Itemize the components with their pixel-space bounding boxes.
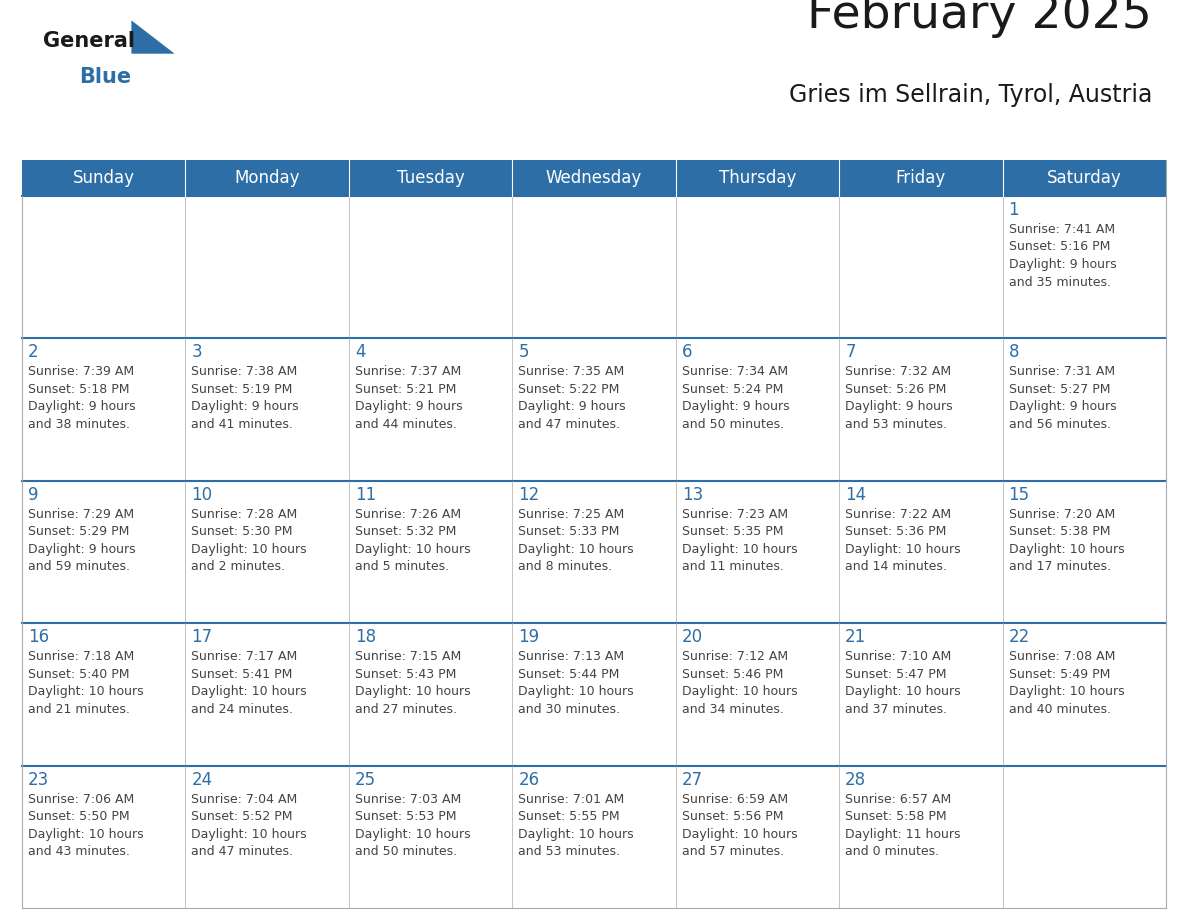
Text: 9: 9 xyxy=(29,486,38,504)
Text: February 2025: February 2025 xyxy=(808,0,1152,38)
Text: Saturday: Saturday xyxy=(1047,169,1121,187)
Text: Sunrise: 7:29 AM
Sunset: 5:29 PM
Daylight: 9 hours
and 59 minutes.: Sunrise: 7:29 AM Sunset: 5:29 PM Dayligh… xyxy=(29,508,135,574)
Text: Sunrise: 7:37 AM
Sunset: 5:21 PM
Daylight: 9 hours
and 44 minutes.: Sunrise: 7:37 AM Sunset: 5:21 PM Dayligh… xyxy=(355,365,462,431)
Text: Wednesday: Wednesday xyxy=(545,169,643,187)
Text: Sunrise: 7:01 AM
Sunset: 5:55 PM
Daylight: 10 hours
and 53 minutes.: Sunrise: 7:01 AM Sunset: 5:55 PM Dayligh… xyxy=(518,792,634,858)
Text: 23: 23 xyxy=(29,770,49,789)
Text: 13: 13 xyxy=(682,486,703,504)
Text: Sunrise: 7:22 AM
Sunset: 5:36 PM
Daylight: 10 hours
and 14 minutes.: Sunrise: 7:22 AM Sunset: 5:36 PM Dayligh… xyxy=(845,508,961,574)
Text: Sunrise: 6:57 AM
Sunset: 5:58 PM
Daylight: 11 hours
and 0 minutes.: Sunrise: 6:57 AM Sunset: 5:58 PM Dayligh… xyxy=(845,792,961,858)
Text: Sunrise: 7:06 AM
Sunset: 5:50 PM
Daylight: 10 hours
and 43 minutes.: Sunrise: 7:06 AM Sunset: 5:50 PM Dayligh… xyxy=(29,792,144,858)
Text: 15: 15 xyxy=(1009,486,1030,504)
Text: 1: 1 xyxy=(1009,201,1019,219)
Text: 25: 25 xyxy=(355,770,375,789)
Text: Sunrise: 7:34 AM
Sunset: 5:24 PM
Daylight: 9 hours
and 50 minutes.: Sunrise: 7:34 AM Sunset: 5:24 PM Dayligh… xyxy=(682,365,789,431)
Text: 26: 26 xyxy=(518,770,539,789)
Text: 21: 21 xyxy=(845,628,866,646)
Text: Sunday: Sunday xyxy=(72,169,134,187)
Text: 17: 17 xyxy=(191,628,213,646)
Text: 5: 5 xyxy=(518,343,529,362)
Text: 3: 3 xyxy=(191,343,202,362)
Text: 19: 19 xyxy=(518,628,539,646)
Text: 10: 10 xyxy=(191,486,213,504)
Text: 11: 11 xyxy=(355,486,377,504)
Text: Sunrise: 7:38 AM
Sunset: 5:19 PM
Daylight: 9 hours
and 41 minutes.: Sunrise: 7:38 AM Sunset: 5:19 PM Dayligh… xyxy=(191,365,299,431)
Text: Sunrise: 7:23 AM
Sunset: 5:35 PM
Daylight: 10 hours
and 11 minutes.: Sunrise: 7:23 AM Sunset: 5:35 PM Dayligh… xyxy=(682,508,797,574)
Text: 18: 18 xyxy=(355,628,375,646)
Text: 22: 22 xyxy=(1009,628,1030,646)
Text: Sunrise: 7:41 AM
Sunset: 5:16 PM
Daylight: 9 hours
and 35 minutes.: Sunrise: 7:41 AM Sunset: 5:16 PM Dayligh… xyxy=(1009,223,1117,288)
Text: Sunrise: 7:10 AM
Sunset: 5:47 PM
Daylight: 10 hours
and 37 minutes.: Sunrise: 7:10 AM Sunset: 5:47 PM Dayligh… xyxy=(845,650,961,716)
Text: Sunrise: 7:18 AM
Sunset: 5:40 PM
Daylight: 10 hours
and 21 minutes.: Sunrise: 7:18 AM Sunset: 5:40 PM Dayligh… xyxy=(29,650,144,716)
Text: Sunrise: 7:08 AM
Sunset: 5:49 PM
Daylight: 10 hours
and 40 minutes.: Sunrise: 7:08 AM Sunset: 5:49 PM Dayligh… xyxy=(1009,650,1124,716)
Text: Sunrise: 7:26 AM
Sunset: 5:32 PM
Daylight: 10 hours
and 5 minutes.: Sunrise: 7:26 AM Sunset: 5:32 PM Dayligh… xyxy=(355,508,470,574)
Text: Sunrise: 7:03 AM
Sunset: 5:53 PM
Daylight: 10 hours
and 50 minutes.: Sunrise: 7:03 AM Sunset: 5:53 PM Dayligh… xyxy=(355,792,470,858)
Text: 16: 16 xyxy=(29,628,49,646)
Text: 20: 20 xyxy=(682,628,703,646)
Text: Sunrise: 7:13 AM
Sunset: 5:44 PM
Daylight: 10 hours
and 30 minutes.: Sunrise: 7:13 AM Sunset: 5:44 PM Dayligh… xyxy=(518,650,634,716)
Text: General: General xyxy=(43,30,135,50)
Text: 14: 14 xyxy=(845,486,866,504)
Text: Sunrise: 7:32 AM
Sunset: 5:26 PM
Daylight: 9 hours
and 53 minutes.: Sunrise: 7:32 AM Sunset: 5:26 PM Dayligh… xyxy=(845,365,953,431)
Text: 4: 4 xyxy=(355,343,366,362)
Text: Sunrise: 7:39 AM
Sunset: 5:18 PM
Daylight: 9 hours
and 38 minutes.: Sunrise: 7:39 AM Sunset: 5:18 PM Dayligh… xyxy=(29,365,135,431)
Text: Sunrise: 7:04 AM
Sunset: 5:52 PM
Daylight: 10 hours
and 47 minutes.: Sunrise: 7:04 AM Sunset: 5:52 PM Dayligh… xyxy=(191,792,307,858)
Text: Tuesday: Tuesday xyxy=(397,169,465,187)
Text: Gries im Sellrain, Tyrol, Austria: Gries im Sellrain, Tyrol, Austria xyxy=(789,83,1152,106)
Text: Sunrise: 7:15 AM
Sunset: 5:43 PM
Daylight: 10 hours
and 27 minutes.: Sunrise: 7:15 AM Sunset: 5:43 PM Dayligh… xyxy=(355,650,470,716)
Text: Blue: Blue xyxy=(78,67,131,87)
Text: 8: 8 xyxy=(1009,343,1019,362)
Text: 27: 27 xyxy=(682,770,703,789)
Text: Monday: Monday xyxy=(234,169,299,187)
Text: Sunrise: 7:20 AM
Sunset: 5:38 PM
Daylight: 10 hours
and 17 minutes.: Sunrise: 7:20 AM Sunset: 5:38 PM Dayligh… xyxy=(1009,508,1124,574)
Text: 7: 7 xyxy=(845,343,855,362)
Text: 24: 24 xyxy=(191,770,213,789)
Text: Sunrise: 7:17 AM
Sunset: 5:41 PM
Daylight: 10 hours
and 24 minutes.: Sunrise: 7:17 AM Sunset: 5:41 PM Dayligh… xyxy=(191,650,307,716)
Polygon shape xyxy=(132,20,175,53)
Text: 12: 12 xyxy=(518,486,539,504)
Text: 6: 6 xyxy=(682,343,693,362)
Text: Sunrise: 6:59 AM
Sunset: 5:56 PM
Daylight: 10 hours
and 57 minutes.: Sunrise: 6:59 AM Sunset: 5:56 PM Dayligh… xyxy=(682,792,797,858)
Text: 2: 2 xyxy=(29,343,39,362)
Text: Sunrise: 7:31 AM
Sunset: 5:27 PM
Daylight: 9 hours
and 56 minutes.: Sunrise: 7:31 AM Sunset: 5:27 PM Dayligh… xyxy=(1009,365,1117,431)
Text: Friday: Friday xyxy=(896,169,946,187)
Text: Sunrise: 7:12 AM
Sunset: 5:46 PM
Daylight: 10 hours
and 34 minutes.: Sunrise: 7:12 AM Sunset: 5:46 PM Dayligh… xyxy=(682,650,797,716)
Text: Thursday: Thursday xyxy=(719,169,796,187)
Text: Sunrise: 7:35 AM
Sunset: 5:22 PM
Daylight: 9 hours
and 47 minutes.: Sunrise: 7:35 AM Sunset: 5:22 PM Dayligh… xyxy=(518,365,626,431)
Text: Sunrise: 7:25 AM
Sunset: 5:33 PM
Daylight: 10 hours
and 8 minutes.: Sunrise: 7:25 AM Sunset: 5:33 PM Dayligh… xyxy=(518,508,634,574)
Text: Sunrise: 7:28 AM
Sunset: 5:30 PM
Daylight: 10 hours
and 2 minutes.: Sunrise: 7:28 AM Sunset: 5:30 PM Dayligh… xyxy=(191,508,307,574)
Text: 28: 28 xyxy=(845,770,866,789)
